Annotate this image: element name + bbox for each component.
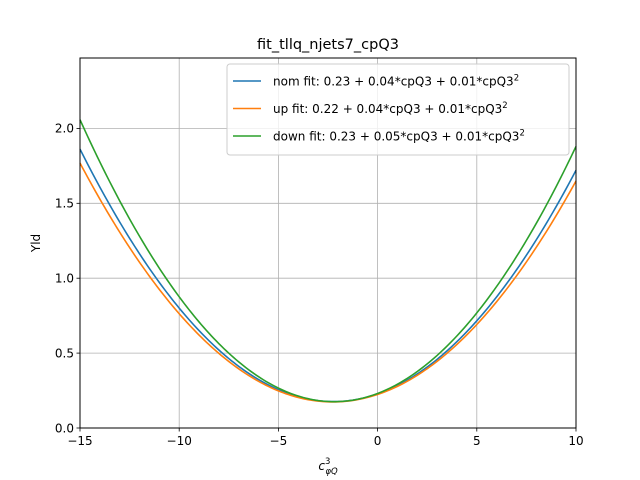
y-tick-label: 0.0 [55, 421, 74, 435]
chart-title: fit_tllq_njets7_cpQ3 [257, 37, 399, 53]
y-tick-label: 1.5 [55, 197, 74, 211]
y-tick-label: 1.0 [55, 272, 74, 286]
y-tick-label: 2.0 [55, 122, 74, 136]
x-axis-label-base: c [318, 459, 325, 473]
x-tick-label: 10 [568, 434, 583, 448]
legend-box [226, 63, 570, 156]
x-axis-label-sup: 3 [325, 457, 330, 467]
legend: nom fit: 0.23 + 0.04*cpQ3 + 0.01*cpQ32 up… [226, 63, 570, 156]
legend-entry-2: down fit: 0.23 + 0.05*cpQ3 + 0.01*cpQ32 [273, 128, 525, 143]
x-axis-label-sub: φQ [325, 467, 338, 477]
series-line-2 [79, 119, 577, 403]
x-tick-label: −15 [67, 434, 92, 448]
y-tick-label: 0.5 [55, 346, 74, 360]
x-tick-label: 5 [473, 434, 481, 448]
x-tick-label: −5 [270, 434, 288, 448]
x-tick-label: −10 [167, 434, 192, 448]
series-lines [79, 119, 577, 403]
legend-entry-0: nom fit: 0.23 + 0.04*cpQ3 + 0.01*cpQ32 [273, 73, 519, 88]
legend-entry-1: up fit: 0.22 + 0.04*cpQ3 + 0.01*cpQ32 [273, 101, 508, 116]
x-axis-label: c3 φQ [318, 457, 338, 477]
y-axis-label: Yld [29, 234, 43, 253]
ticks: −15 −10 −5 0 5 10 0.0 0.5 1.0 1.5 2.0 [55, 122, 584, 448]
x-tick-label: 0 [374, 434, 382, 448]
plot-frame [79, 57, 577, 429]
